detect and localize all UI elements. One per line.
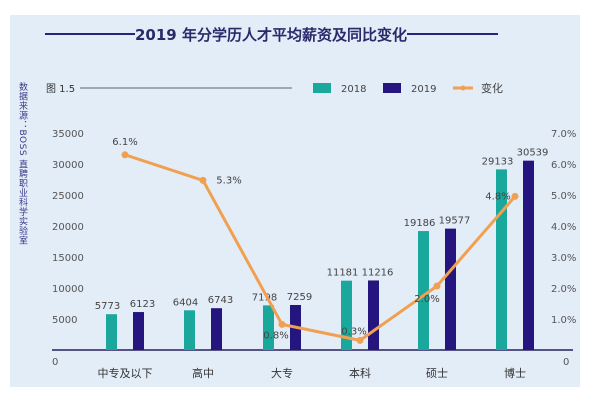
bar-value-label: 19577 <box>439 216 471 227</box>
y-left-tick: 0 <box>52 357 58 368</box>
chart-title: 2019 年分学历人才平均薪资及同比变化 <box>135 26 407 44</box>
change-label: 6.1% <box>112 137 137 148</box>
y-right-tick: 4.0% <box>551 222 576 233</box>
bar-value-label: 6123 <box>130 299 155 310</box>
y-left-tick: 20000 <box>52 222 84 233</box>
y-right-tick: 0 <box>563 357 569 368</box>
figure-label: 图 1.5 <box>46 83 75 95</box>
y-left-tick: 25000 <box>52 191 84 202</box>
change-point <box>356 336 364 344</box>
bar-2019 <box>445 228 456 350</box>
change-line <box>124 153 517 342</box>
x-tick-label: 高中 <box>192 366 214 380</box>
change-point <box>278 320 286 328</box>
y-right-tick: 2.0% <box>551 284 576 295</box>
y-right-tick: 3.0% <box>551 253 576 264</box>
bar-2018 <box>184 310 195 350</box>
legend-label-change: 变化 <box>481 81 503 95</box>
y-left-tick: 10000 <box>52 284 84 295</box>
bar-2018 <box>418 231 429 350</box>
bar-2018 <box>341 280 352 350</box>
change-label: 2.0% <box>414 294 439 305</box>
legend-swatch-2019 <box>383 83 401 93</box>
bar-value-label: 7198 <box>252 292 277 303</box>
bar-value-label: 19186 <box>404 218 436 229</box>
bar-2018 <box>263 305 274 350</box>
source-note: 数据来源：BOSS 直聘职业科学实验室 <box>17 82 27 245</box>
bar-2019 <box>133 312 144 350</box>
y-right-tick: 7.0% <box>551 129 576 140</box>
change-point <box>433 282 441 290</box>
bar-value-label: 7259 <box>287 292 312 303</box>
y-left-tick: 15000 <box>52 253 84 264</box>
bar-2019 <box>211 308 222 350</box>
legend-label-2019: 2019 <box>411 84 436 95</box>
change-point <box>199 176 207 184</box>
x-tick-label: 硕士 <box>426 367 448 380</box>
y-left-tick: 35000 <box>52 129 84 140</box>
y-left-tick: 5000 <box>52 315 77 326</box>
change-label: 0.8% <box>263 330 288 341</box>
change-label: 4.8% <box>485 191 510 202</box>
bar-value-label: 5773 <box>95 301 120 312</box>
bar-value-label: 29133 <box>482 156 514 167</box>
bar-value-label: 30539 <box>517 148 549 159</box>
bar-value-label: 6743 <box>208 295 233 306</box>
legend-marker-change <box>460 85 466 91</box>
x-tick-label: 博士 <box>504 367 526 380</box>
change-point <box>121 151 129 159</box>
change-point <box>511 192 519 200</box>
bar-2018 <box>106 314 117 350</box>
x-tick-label: 大专 <box>271 366 293 380</box>
legend-label-2018: 2018 <box>341 84 366 95</box>
y-right-tick: 1.0% <box>551 315 576 326</box>
bar-2019 <box>523 160 534 350</box>
y-right-tick: 6.0% <box>551 160 576 171</box>
bar-value-label: 6404 <box>173 297 198 308</box>
bar-2018 <box>496 169 507 350</box>
legend-swatch-2018 <box>313 83 331 93</box>
change-label: 5.3% <box>216 175 241 186</box>
x-tick-label: 中专及以下 <box>98 366 153 380</box>
y-right-tick: 5.0% <box>551 191 576 202</box>
bar-value-label: 11181 <box>327 268 359 279</box>
y-left-tick: 30000 <box>52 160 84 171</box>
x-tick-label: 本科 <box>349 366 371 380</box>
bar-value-label: 11216 <box>362 267 394 278</box>
bar-2019 <box>368 280 379 350</box>
change-label: 0.3% <box>341 326 366 337</box>
